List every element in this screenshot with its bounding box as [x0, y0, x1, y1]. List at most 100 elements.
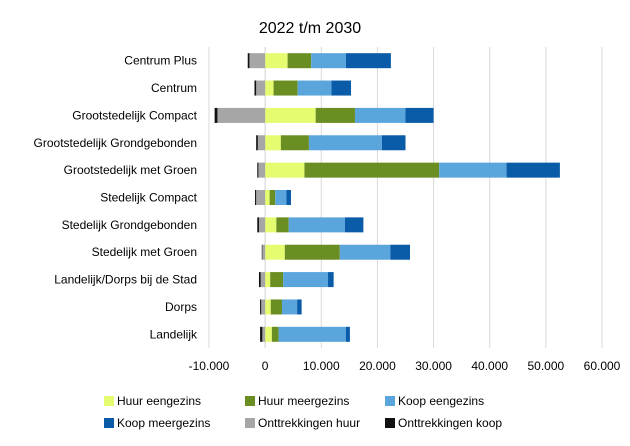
legend-label: Huur eengezins [117, 394, 201, 408]
bar-segment [281, 299, 298, 315]
bar-segment [308, 135, 382, 151]
category-labels: Centrum Plus Centrum Grootstedelijk Compac… [34, 54, 198, 342]
bar-segment [256, 135, 258, 151]
bar-segment [354, 107, 406, 123]
bar-segment [345, 326, 350, 342]
category-label: Stedelijk Grondgebonden [62, 218, 197, 232]
category-label: Centrum [151, 81, 197, 95]
bar-segment [260, 326, 263, 342]
bar-segment [381, 135, 406, 151]
bar-segment [258, 272, 261, 288]
bar-segment [265, 53, 288, 69]
bar-segment [257, 217, 259, 233]
bar-segment [270, 299, 282, 315]
bar-segment [256, 80, 266, 96]
bar-segment [265, 244, 285, 260]
bar-segment [265, 162, 305, 178]
legend-label: Koop meergezins [117, 416, 210, 430]
bars [214, 53, 560, 342]
bar-segment [258, 217, 266, 233]
bar-segment [265, 299, 271, 315]
category-label: Stedelijk met Groen [92, 245, 197, 259]
category-label: Grootstedelijk met Groen [64, 163, 197, 177]
bar-segment [260, 272, 266, 288]
bar-segment [261, 244, 263, 260]
bar-segment [265, 135, 281, 151]
x-tick-label: 0 [262, 359, 269, 373]
bar-segment [257, 135, 266, 151]
bar-segment [390, 244, 410, 260]
bar-segment [287, 53, 312, 69]
category-label: Landelijk/Dorps bij de Stad [54, 273, 197, 287]
bar-segment [311, 53, 346, 69]
bar-segment [331, 80, 352, 96]
bar-segment [339, 244, 391, 260]
bar-segment [258, 162, 266, 178]
bar-segment [284, 244, 340, 260]
chart-title: 2022 t/m 2030 [259, 20, 361, 37]
bar-segment [328, 272, 334, 288]
bar-segment [265, 326, 272, 342]
category-label: Centrum Plus [124, 54, 197, 68]
bar-segment [288, 217, 345, 233]
legend-label: Onttrekkingen koop [398, 416, 502, 430]
category-label: Grootstedelijk Grondgebonden [34, 136, 197, 150]
bar-segment [265, 190, 270, 205]
category-label: Stedelijk Compact [100, 191, 197, 205]
bar-segment [217, 107, 266, 123]
bar-segment [315, 107, 355, 123]
x-tick-label: 60.000 [584, 359, 621, 373]
bar-segment [257, 162, 259, 178]
bar-segment [214, 107, 218, 123]
bar-segment [254, 80, 257, 96]
legend-label: Onttrekkingen huur [258, 416, 360, 430]
bar-segment [304, 162, 440, 178]
legend-swatch [385, 396, 395, 406]
category-label: Grootstedelijk Compact [72, 108, 197, 122]
bar-segment [283, 272, 329, 288]
bar-segment [260, 299, 262, 315]
bar-segment [265, 107, 316, 123]
category-label: Landelijk [150, 327, 198, 341]
x-tick-labels: -10.000 0 10.000 20.000 30.000 40.000 50.000 60… [189, 359, 621, 373]
bar-segment [270, 272, 284, 288]
bar-segment [265, 272, 271, 288]
x-tick-label: 30.000 [415, 359, 452, 373]
bar-segment [247, 53, 250, 69]
bar-segment [262, 244, 266, 260]
bar-segment [439, 162, 507, 178]
bar-segment [405, 107, 434, 123]
bar-segment [344, 217, 364, 233]
bar-segment [262, 326, 266, 342]
legend-swatch [245, 396, 255, 406]
legend-swatch [385, 418, 395, 428]
bar-segment [261, 299, 266, 315]
bar-segment [278, 326, 346, 342]
bar-segment [297, 80, 332, 96]
bar-segment [249, 53, 266, 69]
bar-segment [297, 299, 302, 315]
legend-label: Koop eengezins [398, 394, 484, 408]
legend: Huur eengezins Huur meergezins Koop eengez… [104, 394, 502, 430]
legend-swatch [104, 418, 114, 428]
bar-segment [286, 190, 291, 205]
legend-swatch [245, 418, 255, 428]
category-label: Dorps [165, 300, 197, 314]
bar-segment [273, 80, 298, 96]
bar-segment [275, 190, 287, 205]
bar-segment [256, 190, 266, 205]
bar-segment [280, 135, 309, 151]
x-tick-label: 50.000 [528, 359, 565, 373]
bar-segment [265, 217, 277, 233]
bar-segment [276, 217, 289, 233]
x-tick-label: -10.000 [189, 359, 230, 373]
legend-label: Huur meergezins [258, 394, 349, 408]
bar-segment [255, 190, 257, 205]
bar-segment [345, 53, 391, 69]
bar-segment [265, 80, 274, 96]
x-tick-label: 20.000 [359, 359, 396, 373]
legend-swatch [104, 396, 114, 406]
bar-segment [271, 326, 279, 342]
x-tick-label: 40.000 [471, 359, 508, 373]
